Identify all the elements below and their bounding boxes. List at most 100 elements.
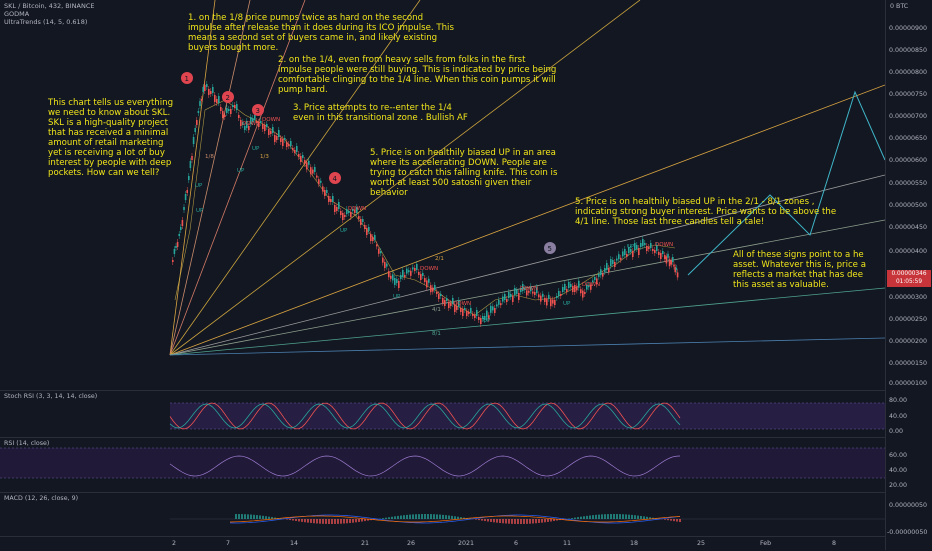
macd-histogram-bar [325,519,327,524]
candle-body [188,176,190,180]
macd-histogram-bar [253,515,255,519]
candle-body [470,308,472,313]
macd-histogram-bar [346,519,348,523]
macd-title[interactable]: MACD (12, 26, close, 9) [4,495,78,502]
signal-down-label: DOWN [655,242,673,248]
candle-body [276,136,278,140]
candle-body [408,270,410,272]
candle-body [322,186,324,191]
macd-histogram-bar [667,519,669,520]
candle-body [677,272,679,277]
candle-body [193,137,195,144]
svg-text:2: 2 [226,94,230,102]
rsi-tick: 40.00 [889,467,907,474]
marker-4[interactable]: 4 [329,172,341,184]
main-chart-pane[interactable]: UP UP DOWN DOWN UP UP UP DOWN UP DOWN DO… [0,0,885,387]
price-tick: 0.00000600 [889,157,927,164]
macd-histogram-bar [238,514,240,519]
stoch-rsi-pane[interactable]: Stoch RSI (3, 3, 14, 14, close) [0,390,885,436]
candle-body [672,257,674,262]
macd-histogram-bar [664,519,666,520]
rsi-title[interactable]: RSI (14, close) [4,440,49,447]
time-tick: 26 [407,540,415,547]
macd-histogram-bar [601,514,603,519]
candle-body [208,89,210,95]
candle-body [658,252,660,255]
candle-body [534,292,536,295]
macd-histogram-bar [340,519,342,524]
time-tick: 8 [832,540,836,547]
candle-body [282,139,284,146]
candle-body [676,268,678,270]
price-tick: 0.00000850 [889,47,927,54]
stoch-rsi-title[interactable]: Stoch RSI (3, 3, 14, 14, close) [4,393,97,400]
time-axis[interactable]: 2 7 14 21 26 2021 6 11 18 25 Feb 8 [0,536,885,551]
time-tick: 2021 [458,540,474,547]
candle-body [432,288,434,292]
candle-body [228,109,230,111]
signal-down-label: DOWN [420,266,438,272]
macd-histogram-bar [529,519,531,524]
macd-histogram-bar [598,515,600,519]
macd-histogram-bar [424,514,426,519]
candle-body [174,249,176,254]
candle-body [664,255,666,259]
rsi-pane[interactable]: RSI (14, close) [0,437,885,491]
candle-body [444,300,446,306]
macd-histogram-bar [259,515,261,519]
candle-body [210,91,212,94]
candle-body [426,280,428,287]
candle-body [214,95,216,102]
macd-histogram-bar [295,519,297,521]
macd-pane[interactable]: MACD (12, 26, close, 9) [0,492,885,537]
macd-histogram-bar [616,514,618,519]
candle-body [232,105,234,107]
candle-body [576,286,578,290]
candle-body [442,298,444,303]
candle-body [334,205,336,212]
candle-body [286,142,288,147]
price-tick: 0.00000300 [889,294,927,301]
marker-1[interactable]: 1 [181,72,193,84]
time-tick: 6 [514,540,518,547]
indicator-ultratrends[interactable]: UltraTrends (14, 5, 0.618) [4,18,87,26]
candle-body [492,306,494,310]
candle-body [424,278,426,282]
candle-body [330,199,332,202]
candle-body [264,125,266,131]
marker-3[interactable]: 3 [252,104,264,116]
symbol-title[interactable]: SKL / Bitcoin, 432, BINANCE [4,2,95,10]
macd-histogram-bar [319,519,321,524]
candle-body [292,148,294,150]
macd-histogram-bar [520,519,522,524]
candle-body [294,150,296,153]
candle-body [428,279,430,283]
candle-body [422,273,424,276]
signal-down-label: DOWN [520,286,538,292]
indicator-godma[interactable]: GODMA [4,10,29,18]
candle-body [642,239,644,246]
macd-histogram-bar [304,519,306,522]
candle-body [620,258,622,260]
marker-2[interactable]: 2 [222,91,234,103]
macd-histogram-bar [514,519,516,524]
price-tick: 0.00000200 [889,338,927,345]
candle-body [460,308,462,312]
fan-label: 2/1 [435,256,444,262]
macd-histogram-bar [526,519,528,524]
candle-body [332,196,334,202]
rsi-tick: 20.00 [889,482,907,489]
candle-body [546,298,548,305]
candle-body [392,274,394,280]
signal-up-label: UP [252,146,260,152]
candle-body [364,225,366,229]
candle-body [474,315,476,318]
macd-histogram-bar [589,515,591,519]
macd-histogram-bar [307,519,309,523]
marker-5[interactable]: 5 [544,242,556,254]
macd-histogram-bar [328,519,330,524]
candle-body [652,249,654,251]
candle-body [667,254,669,258]
candle-body [202,87,204,92]
candle-body [598,274,600,277]
